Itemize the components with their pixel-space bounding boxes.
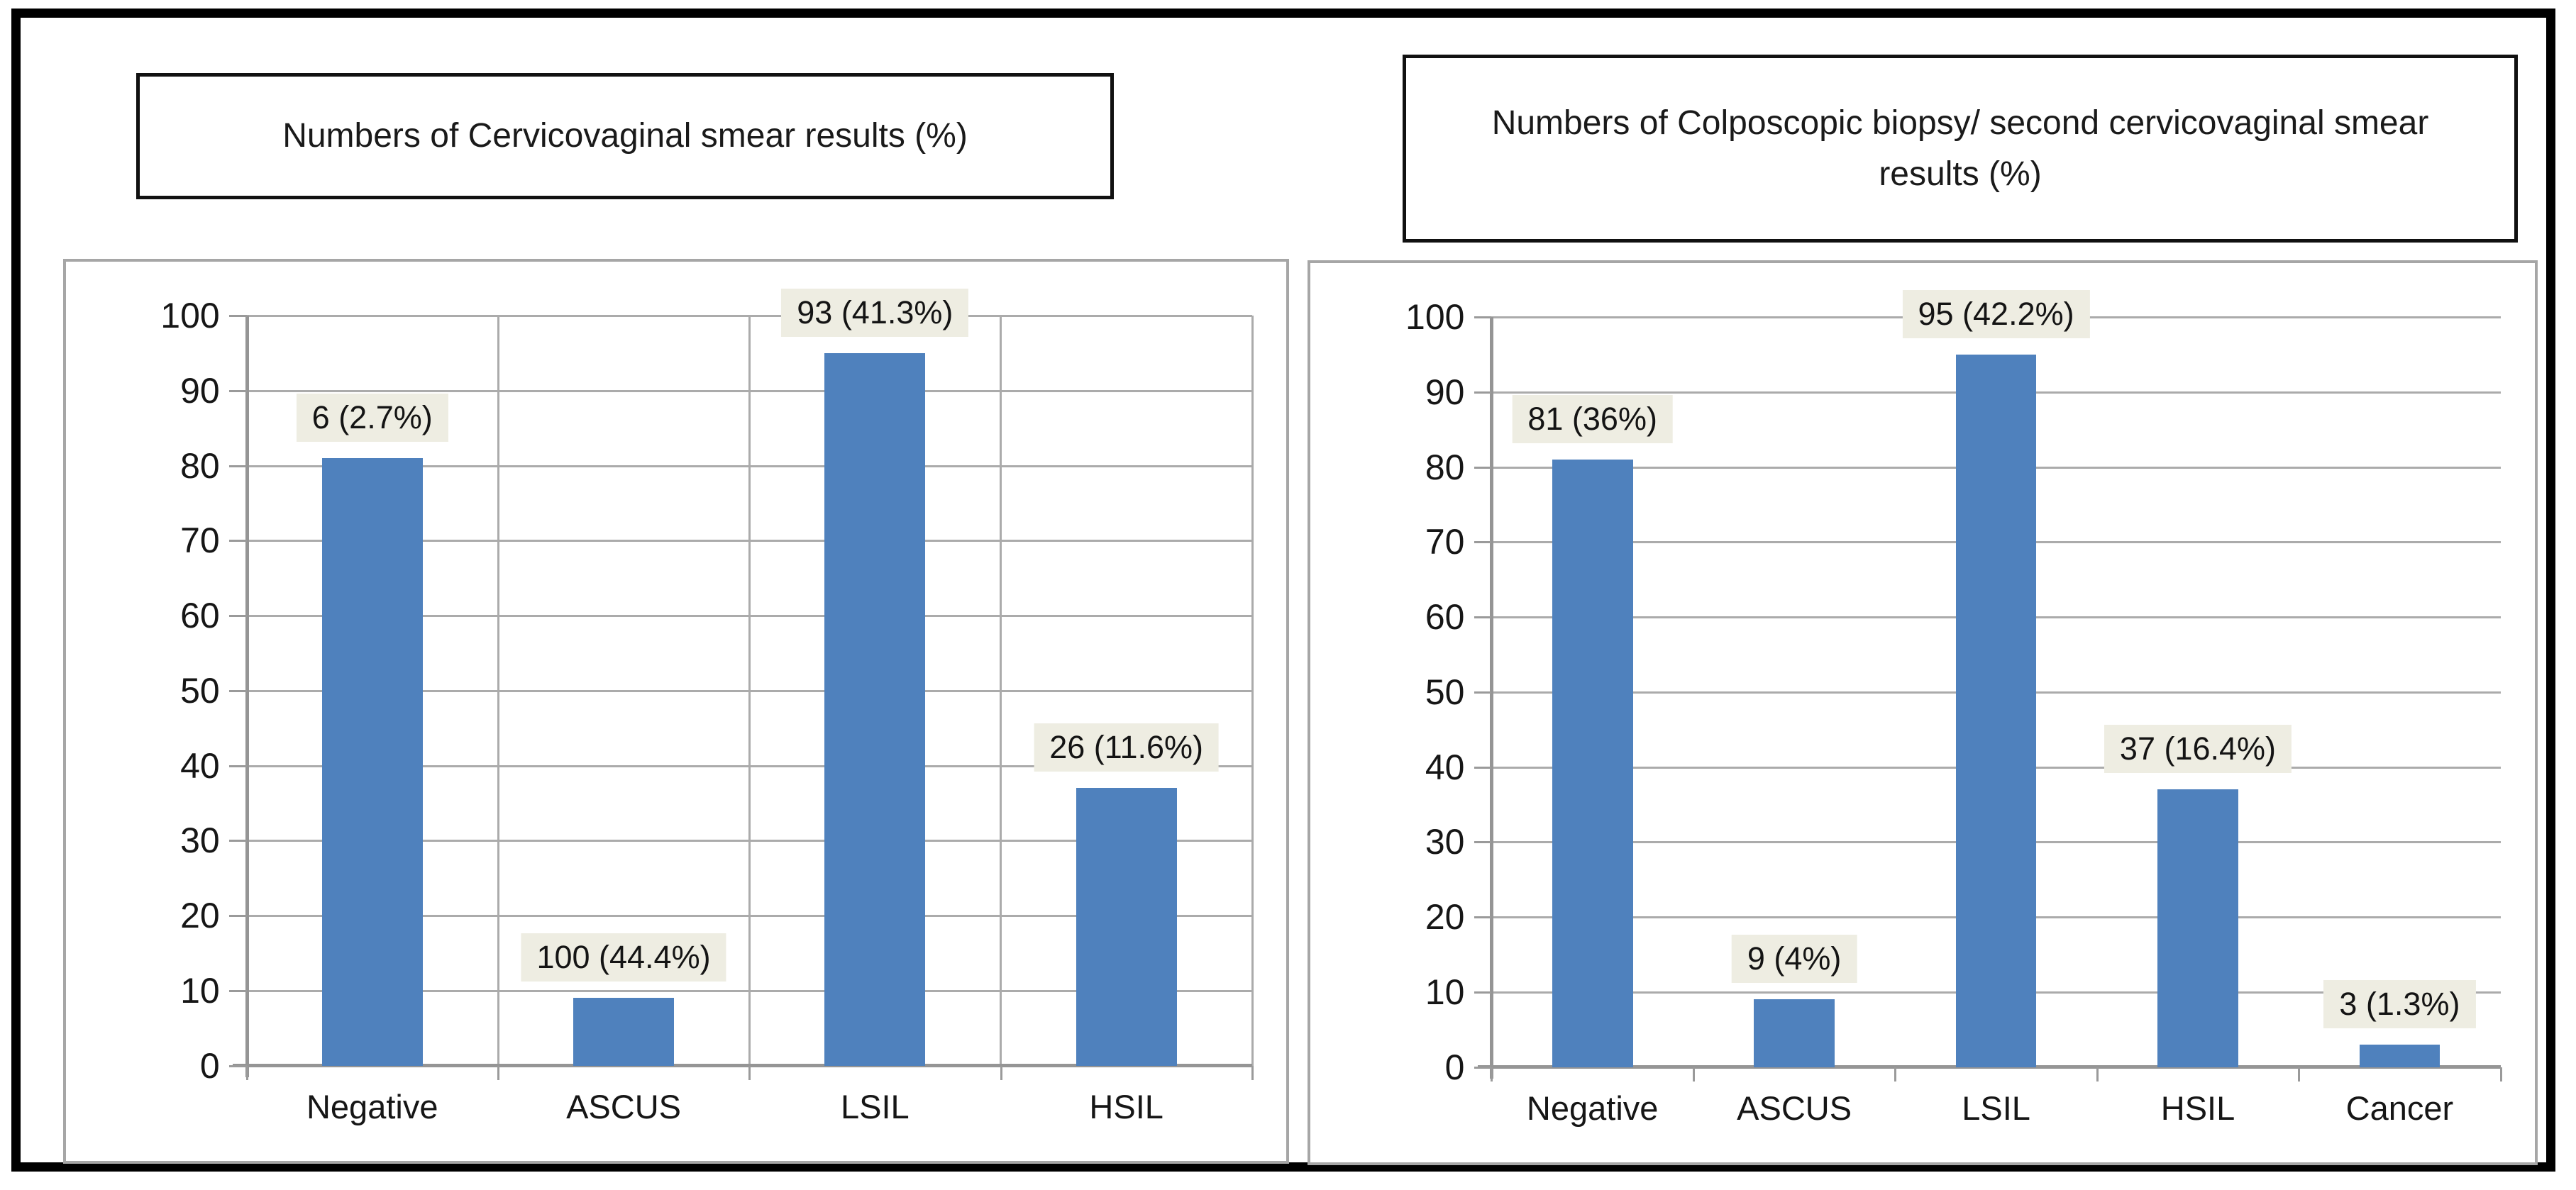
y-tick-label: 70 xyxy=(1425,522,1465,562)
y-tick-label: 80 xyxy=(180,445,220,486)
y-tick-mark xyxy=(229,989,247,992)
bar-cancer xyxy=(2359,1044,2440,1067)
y-tick-mark xyxy=(229,389,247,392)
y-tick-label: 40 xyxy=(180,745,220,786)
left-chart-title: Numbers of Cervicovaginal smear results … xyxy=(282,117,968,155)
bar-ascus xyxy=(1754,999,1835,1067)
bar-lsil xyxy=(824,352,926,1066)
y-tick-label: 30 xyxy=(180,821,220,861)
y-tick-label: 100 xyxy=(160,296,220,336)
bar-value-label: 3 (1.3%) xyxy=(2323,979,2476,1028)
y-tick-label: 100 xyxy=(1405,297,1465,338)
y-tick-label: 0 xyxy=(1444,1047,1465,1087)
x-category-label: Cancer xyxy=(2345,1089,2454,1128)
right-chart-title: Numbers of Colposcopic biopsy/ second ce… xyxy=(1491,104,2429,193)
y-tick-mark xyxy=(1474,541,1492,544)
x-category-label: ASCUS xyxy=(566,1088,681,1126)
x-tick-mark xyxy=(1692,1067,1695,1081)
y-tick-label: 50 xyxy=(180,670,220,711)
chart-cervicovaginal-smear: 6 (2.7%) 100 (44.4%) 93 (41.3%) 26 (11.6%) 0… xyxy=(63,259,1289,1164)
gridline-vertical xyxy=(1251,316,1254,1066)
y-tick-label: 60 xyxy=(180,596,220,636)
left-chart-title-box: Numbers of Cervicovaginal smear results … xyxy=(136,73,1114,199)
y-tick-label: 70 xyxy=(180,521,220,561)
y-tick-mark xyxy=(1474,991,1492,994)
y-tick-mark xyxy=(1474,616,1492,619)
x-tick-mark xyxy=(748,1065,751,1080)
x-tick-mark xyxy=(1894,1067,1897,1081)
plot-area: 6 (2.7%) 100 (44.4%) 93 (41.3%) 26 (11.6%) xyxy=(232,288,1254,1078)
y-tick-label: 90 xyxy=(1425,372,1465,412)
bar-negative xyxy=(321,458,423,1066)
x-tick-mark xyxy=(245,1065,248,1080)
bar-hsil xyxy=(2157,789,2238,1067)
y-tick-mark xyxy=(229,689,247,692)
gridline-vertical xyxy=(497,316,499,1066)
x-tick-mark xyxy=(2298,1067,2301,1081)
bar-value-label: 26 (11.6%) xyxy=(1034,723,1220,772)
x-tick-mark xyxy=(2096,1067,2099,1081)
y-tick-label: 30 xyxy=(1425,822,1465,862)
bar-ascus xyxy=(573,998,674,1066)
x-category-label: HSIL xyxy=(2160,1089,2235,1128)
gridline-vertical xyxy=(748,316,751,1066)
y-tick-mark xyxy=(229,840,247,843)
x-category-label: Negative xyxy=(306,1088,438,1126)
y-axis-line xyxy=(1490,317,1494,1079)
y-tick-mark xyxy=(1474,466,1492,469)
bar-value-label: 100 (44.4%) xyxy=(521,933,726,982)
y-tick-mark xyxy=(1474,691,1492,694)
bar-value-label: 6 (2.7%) xyxy=(296,393,448,442)
y-tick-label: 20 xyxy=(1425,897,1465,938)
y-tick-mark xyxy=(1474,916,1492,919)
bar-value-label: 81 (36%) xyxy=(1512,394,1673,443)
gridline-vertical xyxy=(1000,316,1002,1066)
y-tick-label: 80 xyxy=(1425,447,1465,487)
y-tick-label: 40 xyxy=(1425,747,1465,787)
x-axis-line xyxy=(232,1063,1252,1067)
y-tick-mark xyxy=(229,540,247,543)
y-tick-label: 0 xyxy=(199,1045,220,1086)
x-category-label: ASCUS xyxy=(1737,1089,1852,1128)
y-tick-label: 20 xyxy=(180,896,220,936)
y-tick-label: 50 xyxy=(1425,672,1465,712)
y-axis-line xyxy=(245,316,249,1078)
y-tick-mark xyxy=(1474,316,1492,319)
y-tick-mark xyxy=(1474,841,1492,844)
bar-lsil xyxy=(1955,354,2037,1067)
y-tick-mark xyxy=(229,764,247,767)
x-category-label: LSIL xyxy=(1962,1089,2030,1128)
bar-value-label: 93 (41.3%) xyxy=(781,288,969,337)
right-chart-title-box: Numbers of Colposcopic biopsy/ second ce… xyxy=(1403,55,2518,243)
bar-value-label: 95 (42.2%) xyxy=(1902,289,2090,338)
y-tick-mark xyxy=(229,915,247,918)
y-tick-label: 60 xyxy=(1425,597,1465,638)
y-tick-mark xyxy=(229,465,247,467)
figure-frame: Numbers of Cervicovaginal smear results … xyxy=(11,9,2555,1172)
y-tick-mark xyxy=(229,615,247,618)
y-tick-label: 10 xyxy=(180,970,220,1011)
y-tick-mark xyxy=(1474,1066,1492,1069)
x-category-label: LSIL xyxy=(841,1088,910,1126)
bar-value-label: 37 (16.4%) xyxy=(2104,725,2292,774)
x-tick-mark xyxy=(1251,1065,1254,1080)
x-tick-mark xyxy=(497,1065,499,1080)
y-tick-mark xyxy=(1474,391,1492,394)
y-tick-mark xyxy=(229,315,247,318)
y-tick-label: 10 xyxy=(1425,972,1465,1012)
x-tick-mark xyxy=(1491,1067,1493,1081)
x-tick-mark xyxy=(2499,1067,2502,1081)
bar-value-label: 9 (4%) xyxy=(1731,935,1857,984)
y-tick-mark xyxy=(229,1064,247,1067)
chart-colposcopic-biopsy: 81 (36%) 9 (4%) 95 (42.2%) 37 (16.4%) 3 (1.3… xyxy=(1308,260,2538,1165)
y-tick-label: 90 xyxy=(180,370,220,411)
x-category-label: Negative xyxy=(1526,1089,1659,1128)
y-tick-mark xyxy=(1474,766,1492,769)
bar-negative xyxy=(1552,460,1633,1067)
plot-area: 81 (36%) 9 (4%) 95 (42.2%) 37 (16.4%) 3 (1.3… xyxy=(1477,289,2501,1079)
x-category-label: HSIL xyxy=(1089,1088,1163,1126)
bar-hsil xyxy=(1076,788,1177,1066)
x-tick-mark xyxy=(1000,1065,1002,1080)
